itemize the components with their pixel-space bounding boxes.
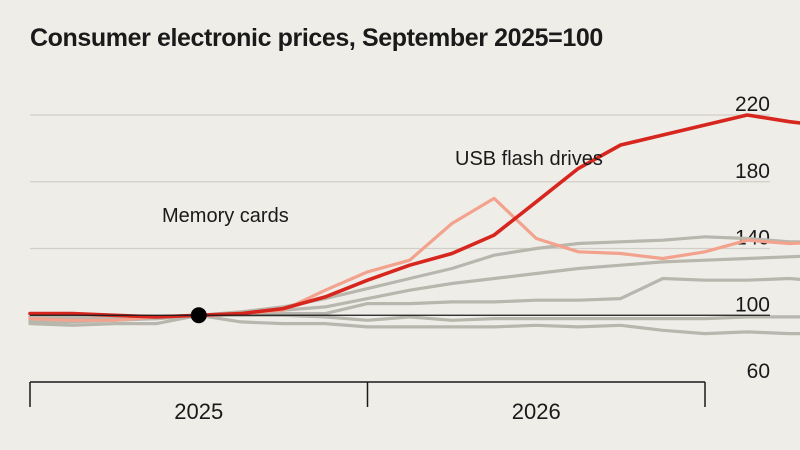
- grid-lines: [30, 114, 770, 250]
- series-line-usb-flash-drives: [28, 113, 800, 319]
- annotation-memory-cards: Memory cards: [162, 205, 289, 227]
- x-tick-label-2026: 2026: [512, 399, 561, 424]
- y-tick-label-100: 100: [735, 293, 770, 316]
- baseline-marker-dot: [190, 307, 207, 324]
- y-tick-label-180: 180: [735, 160, 770, 183]
- x-tick-label-2025: 2025: [174, 399, 223, 424]
- x-axis: 2025 2026: [29, 381, 706, 424]
- series-lines: [28, 113, 800, 336]
- series-line-other-product-4: [28, 276, 800, 321]
- chart-title: Consumer electronic prices, September 20…: [30, 24, 603, 52]
- series-annotations: USB flash drives Memory cards: [162, 148, 603, 227]
- annotation-usb-flash-drives: USB flash drives: [455, 148, 603, 170]
- y-tick-label-220: 220: [735, 93, 770, 116]
- y-tick-label-60: 60: [747, 360, 770, 383]
